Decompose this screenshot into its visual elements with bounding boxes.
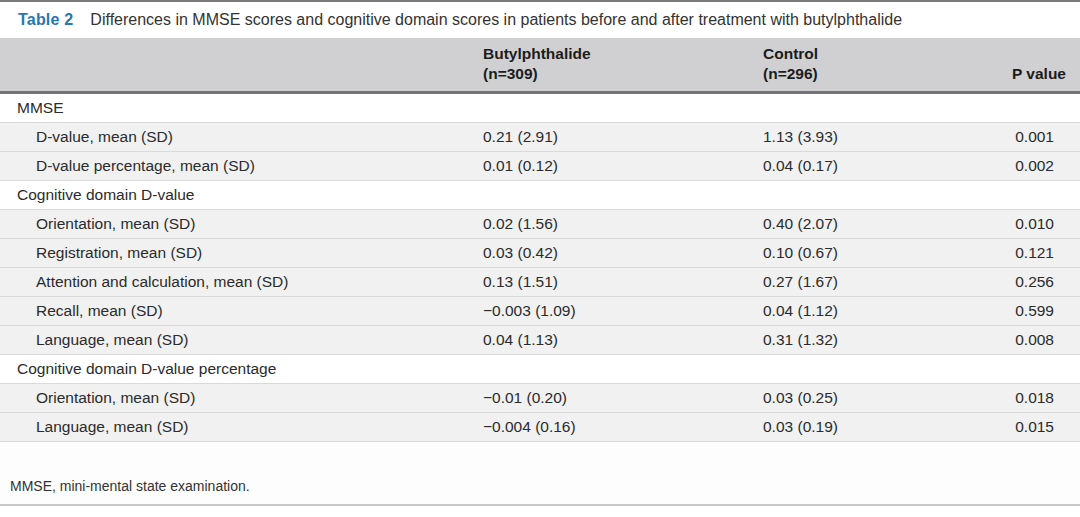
row-label: Orientation, mean (SD)	[0, 215, 483, 233]
table-row-recall: Recall, mean (SD) −0.003 (1.09) 0.04 (1.…	[0, 297, 1080, 326]
row-label: Language, mean (SD)	[0, 331, 483, 349]
table-row-orientation: Orientation, mean (SD) 0.02 (1.56) 0.40 …	[0, 210, 1080, 239]
cell-butylphthalide: −0.004 (0.16)	[483, 418, 763, 436]
table-row-d-value-percentage: D-value percentage, mean (SD) 0.01 (0.12…	[0, 152, 1080, 181]
table-row-registration: Registration, mean (SD) 0.03 (0.42) 0.10…	[0, 239, 1080, 268]
row-label: Orientation, mean (SD)	[0, 389, 483, 407]
cell-butylphthalide: 0.04 (1.13)	[483, 331, 763, 349]
cell-p-value: 0.018	[990, 389, 1080, 407]
cell-control: 0.04 (0.17)	[763, 157, 990, 175]
cell-butylphthalide: 0.21 (2.91)	[483, 128, 763, 146]
column-header-butylphthalide-name: Butylphthalide	[483, 44, 763, 64]
section-label: Cognitive domain D-value percentage	[0, 360, 1080, 378]
table-row-d-value: D-value, mean (SD) 0.21 (2.91) 1.13 (3.9…	[0, 123, 1080, 152]
cell-control: 0.03 (0.25)	[763, 389, 990, 407]
cell-p-value: 0.001	[990, 128, 1080, 146]
table-header-row: Butylphthalide (n=309) Control (n=296) P…	[0, 38, 1080, 94]
section-label: MMSE	[0, 99, 1080, 117]
paper-table-2: Table 2 Differences in MMSE scores and c…	[0, 0, 1080, 517]
cell-control: 1.13 (3.93)	[763, 128, 990, 146]
cell-p-value: 0.010	[990, 215, 1080, 233]
cell-butylphthalide: −0.01 (0.20)	[483, 389, 763, 407]
column-header-p-value: P value	[990, 64, 1080, 84]
table-body: MMSE D-value, mean (SD) 0.21 (2.91) 1.13…	[0, 94, 1080, 442]
table-caption: Table 2 Differences in MMSE scores and c…	[0, 2, 1080, 38]
row-label: Recall, mean (SD)	[0, 302, 483, 320]
table-number-label: Table 2	[18, 11, 73, 29]
cell-p-value: 0.002	[990, 157, 1080, 175]
cell-control: 0.40 (2.07)	[763, 215, 990, 233]
table-footnote-area: MMSE, mini-mental state examination.	[0, 442, 1080, 506]
cell-control: 0.03 (0.19)	[763, 418, 990, 436]
table-section-row-cognitive-d-value: Cognitive domain D-value	[0, 181, 1080, 210]
table-footnote: MMSE, mini-mental state examination.	[10, 478, 250, 494]
row-label: Registration, mean (SD)	[0, 244, 483, 262]
column-header-control: Control (n=296)	[763, 44, 990, 84]
row-label: D-value, mean (SD)	[0, 128, 483, 146]
column-header-butylphthalide-n: (n=309)	[483, 64, 763, 84]
table-row-language: Language, mean (SD) 0.04 (1.13) 0.31 (1.…	[0, 326, 1080, 355]
cell-butylphthalide: 0.01 (0.12)	[483, 157, 763, 175]
cell-butylphthalide: 0.03 (0.42)	[483, 244, 763, 262]
cell-butylphthalide: −0.003 (1.09)	[483, 302, 763, 320]
table-section-row-cognitive-d-value-percentage: Cognitive domain D-value percentage	[0, 355, 1080, 384]
row-label: D-value percentage, mean (SD)	[0, 157, 483, 175]
cell-control: 0.31 (1.32)	[763, 331, 990, 349]
table-row-orientation-percentage: Orientation, mean (SD) −0.01 (0.20) 0.03…	[0, 384, 1080, 413]
table-section-row-mmse: MMSE	[0, 94, 1080, 123]
row-label: Attention and calculation, mean (SD)	[0, 273, 483, 291]
cell-butylphthalide: 0.02 (1.56)	[483, 215, 763, 233]
cell-control: 0.27 (1.67)	[763, 273, 990, 291]
cell-p-value: 0.121	[990, 244, 1080, 262]
cell-butylphthalide: 0.13 (1.51)	[483, 273, 763, 291]
row-label: Language, mean (SD)	[0, 418, 483, 436]
column-header-butylphthalide: Butylphthalide (n=309)	[483, 44, 763, 84]
cell-p-value: 0.599	[990, 302, 1080, 320]
table-row-attention-calculation: Attention and calculation, mean (SD) 0.1…	[0, 268, 1080, 297]
table-title: Differences in MMSE scores and cognitive…	[90, 11, 902, 29]
cell-control: 0.10 (0.67)	[763, 244, 990, 262]
section-label: Cognitive domain D-value	[0, 186, 1080, 204]
cell-p-value: 0.256	[990, 273, 1080, 291]
table-row-language-percentage: Language, mean (SD) −0.004 (0.16) 0.03 (…	[0, 413, 1080, 442]
cell-p-value: 0.008	[990, 331, 1080, 349]
column-header-control-name: Control	[763, 44, 990, 64]
cell-p-value: 0.015	[990, 418, 1080, 436]
cell-control: 0.04 (1.12)	[763, 302, 990, 320]
column-header-control-n: (n=296)	[763, 64, 990, 84]
